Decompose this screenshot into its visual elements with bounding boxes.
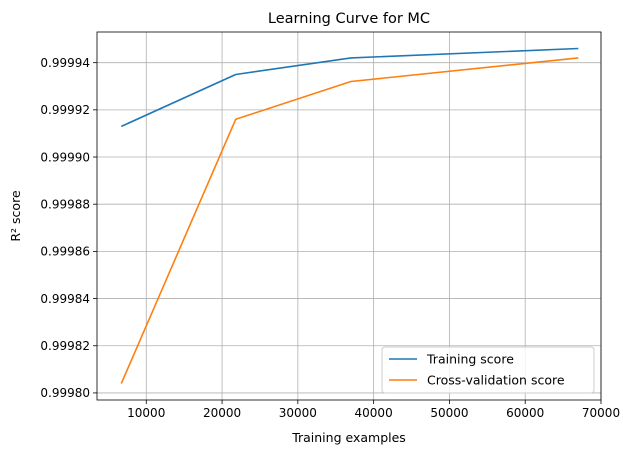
legend-label-training: Training score [426,352,514,367]
legend: Training score Cross-validation score [381,346,595,394]
x-axis-ticks: 10000 20000 30000 40000 50000 60000 70000 [127,400,620,420]
x-tick-label: 10000 [127,406,165,420]
legend-label-cross-validation: Cross-validation score [427,373,565,388]
x-tick-label: 30000 [279,406,317,420]
x-tick-label: 50000 [430,406,468,420]
series-line-training [120,47,579,128]
x-tick-label: 40000 [355,406,393,420]
grid [97,32,602,400]
legend-box [381,346,595,394]
plot-frame [96,31,602,401]
series-lines [120,47,579,384]
y-tick-label: 0.99980 [40,386,90,400]
y-tick-label: 0.99990 [40,150,90,164]
chart-title: Learning Curve for MC [268,11,430,27]
y-tick-label: 0.99992 [40,103,90,117]
y-tick-label: 0.99994 [40,56,90,70]
y-axis-label: R² score [8,190,23,242]
x-tick-label: 60000 [506,406,544,420]
y-tick-label: 0.99988 [40,198,90,212]
y-tick-label: 0.99986 [40,245,90,259]
x-tick-label: 20000 [203,406,241,420]
y-tick-label: 0.99984 [40,292,90,306]
y-axis-ticks: 0.99980 0.99982 0.99984 0.99986 0.99988 0.999… [40,56,97,400]
series-line-cross-validation [120,57,579,384]
x-tick-label: 70000 [582,406,620,420]
x-axis-label: Training examples [291,430,406,445]
y-tick-label: 0.99982 [40,339,90,353]
